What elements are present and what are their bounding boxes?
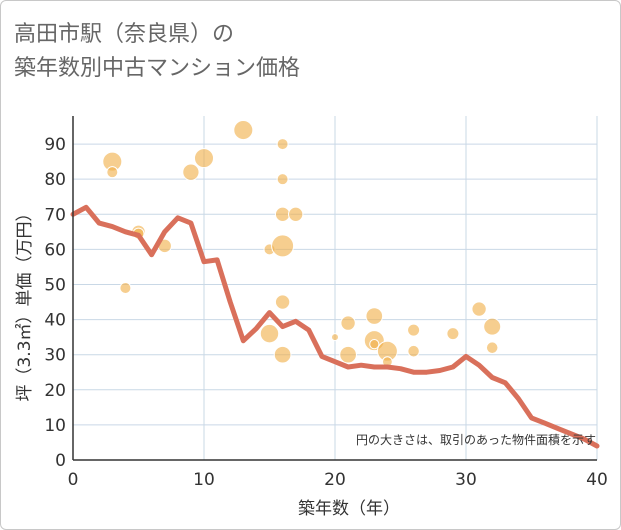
- bubble-point: [485, 341, 499, 354]
- y-axis-label: 坪（3.3㎡）単価（万円）: [15, 204, 35, 401]
- bubble-size-note: 円の大きさは、取引のあった物件面積を示す: [356, 432, 596, 447]
- bubble-point: [339, 345, 357, 364]
- bubble-point: [483, 317, 502, 336]
- y-tick-label: 30: [44, 346, 66, 366]
- tick-layer: 0 10 20 30 40 50 60 70 80 90 0 10 20 30 40: [44, 135, 607, 490]
- y-tick-label: 20: [44, 381, 66, 401]
- y-tick-label: 10: [44, 416, 66, 436]
- bubble-point: [276, 173, 289, 186]
- bubble-point: [407, 323, 421, 337]
- y-tick-label: 80: [44, 170, 66, 190]
- bubble-point: [193, 148, 215, 169]
- y-tick-label: 0: [55, 451, 66, 471]
- x-tick-label: 20: [324, 470, 346, 490]
- bubble-point: [471, 301, 487, 317]
- bubble-point: [119, 282, 132, 294]
- x-tick-label: 10: [193, 470, 215, 490]
- bubble-point: [288, 206, 304, 222]
- x-axis-label: 築年数（年）: [298, 499, 400, 519]
- bubble-point: [106, 166, 119, 179]
- x-tick-label: 40: [586, 470, 608, 490]
- y-tick-label: 60: [44, 240, 66, 260]
- x-tick-label: 30: [455, 470, 477, 490]
- bubble-point: [369, 339, 380, 350]
- bubble-point: [274, 206, 291, 222]
- average-price-line: [70, 204, 600, 449]
- bubble-point: [274, 294, 291, 310]
- bubble-point: [259, 323, 280, 344]
- bubble-point: [273, 345, 292, 364]
- bubble-point: [276, 138, 289, 151]
- y-tick-label: 90: [44, 135, 66, 155]
- bubble-point: [271, 234, 295, 258]
- x-tick-label: 0: [68, 470, 79, 490]
- bubble-point: [233, 120, 254, 141]
- bubble-point: [182, 163, 200, 181]
- bubble-point: [365, 307, 384, 325]
- grid-layer: [73, 116, 598, 460]
- chart-title: 高田市駅（奈良県）の 築年数別中古マンション価格: [14, 18, 300, 86]
- y-tick-label: 50: [44, 275, 66, 295]
- chart-title-line-1: 高田市駅（奈良県）の: [14, 22, 235, 47]
- chart-title-line-2: 築年数別中古マンション価格: [14, 56, 301, 81]
- y-tick-label: 70: [44, 205, 66, 225]
- bubble-point: [340, 315, 356, 331]
- bubble-point: [331, 333, 339, 342]
- bubble-layer: [102, 120, 502, 368]
- y-tick-label: 40: [44, 311, 66, 331]
- line-layer: [70, 204, 600, 449]
- bubble-point: [407, 344, 420, 358]
- bubble-point: [446, 327, 460, 341]
- axis-layer: [72, 116, 597, 461]
